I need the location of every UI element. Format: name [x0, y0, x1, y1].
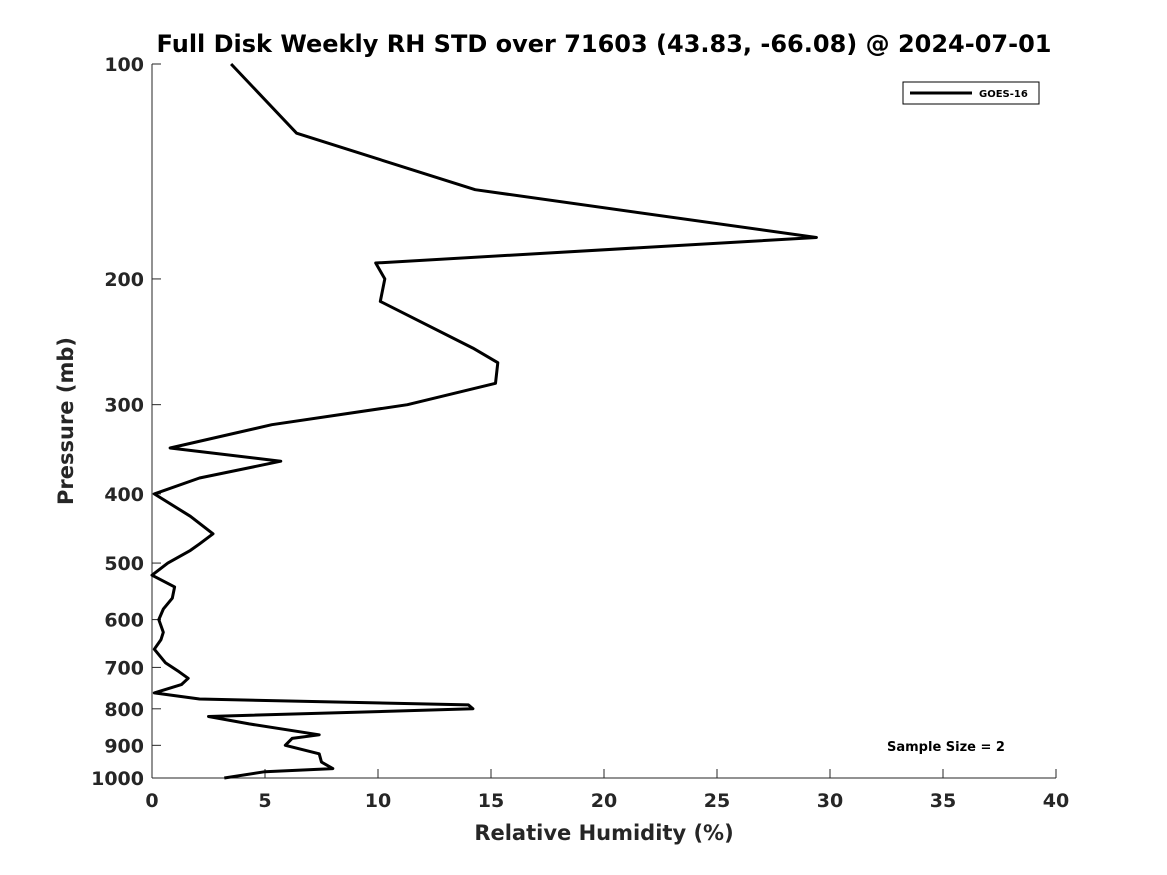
x-tick-label: 0 [145, 790, 158, 812]
chart-title: Full Disk Weekly RH STD over 71603 (43.8… [157, 30, 1052, 58]
x-ticks: 0 5 10 15 20 25 30 35 40 [145, 769, 1069, 812]
y-ticks: 100 200 300 400 500 600 700 800 900 1000 [91, 54, 161, 790]
x-tick-label: 10 [365, 790, 391, 812]
y-tick-label: 600 [104, 610, 144, 632]
y-tick-label: 500 [104, 553, 144, 575]
x-tick-label: 30 [817, 790, 843, 812]
x-tick-label: 5 [258, 790, 271, 812]
x-axis-label: Relative Humidity (%) [474, 821, 733, 845]
y-tick-label: 200 [104, 269, 144, 291]
y-tick-label: 800 [104, 699, 144, 721]
y-tick-label: 100 [104, 54, 144, 76]
y-tick-label: 700 [104, 657, 144, 679]
legend-label: GOES-16 [979, 89, 1028, 100]
y-axis-label: Pressure (mb) [54, 337, 78, 505]
sample-size-annotation: Sample Size = 2 [887, 740, 1005, 755]
series-line-goes-16 [150, 62, 818, 780]
plot-area: 0 5 10 15 20 25 30 35 40 100 200 300 400 500 600 700 80… [91, 54, 1069, 812]
x-tick-label: 20 [591, 790, 617, 812]
y-tick-label: 400 [104, 484, 144, 506]
x-tick-label: 15 [478, 790, 504, 812]
legend: GOES-16 [902, 81, 1040, 105]
x-tick-label: 35 [930, 790, 956, 812]
x-tick-label: 25 [704, 790, 730, 812]
y-tick-label: 1000 [91, 768, 144, 790]
y-tick-label: 300 [104, 395, 144, 417]
x-tick-label: 40 [1043, 790, 1069, 812]
y-tick-label: 900 [104, 735, 144, 757]
